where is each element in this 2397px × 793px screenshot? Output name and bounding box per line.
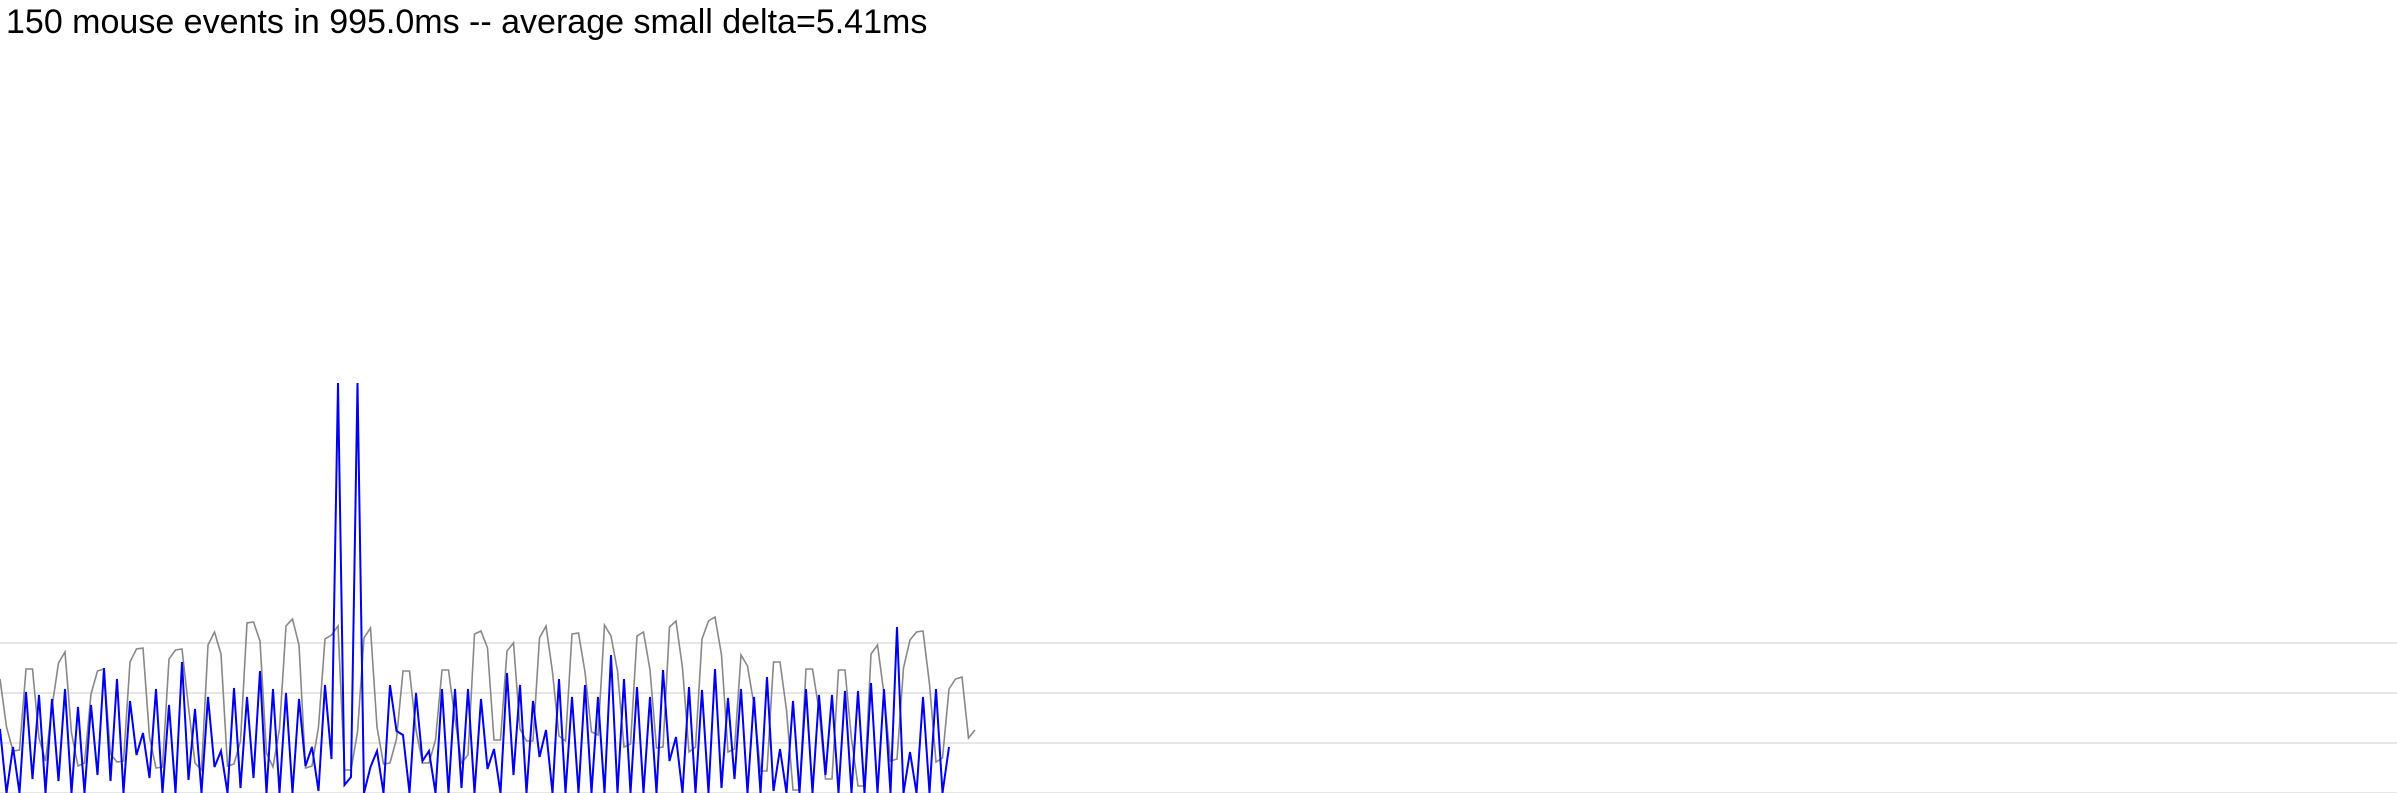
series-line-gray: [0, 615, 976, 791]
status-text: 150 mouse events in 995.0ms -- average s…: [6, 3, 928, 41]
grid-lines: [0, 642, 2397, 793]
series-line-blue: [0, 382, 950, 793]
series-lines: [0, 382, 976, 793]
